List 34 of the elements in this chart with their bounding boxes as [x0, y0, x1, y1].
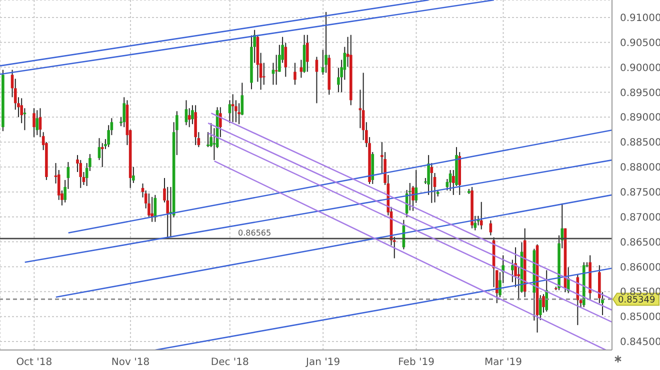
candlestick [538, 294, 542, 321]
x-tick-label: Oct '18 [16, 357, 52, 368]
ref-line-label: 0.86565 [238, 228, 272, 238]
candlestick [412, 185, 414, 212]
candlestick [188, 108, 191, 128]
candlestick [315, 56, 318, 104]
x-tick-label: Jan '19 [305, 357, 340, 368]
candlestick [231, 94, 234, 123]
candlestick [517, 266, 520, 301]
candlestick [306, 34, 309, 72]
candlestick [545, 270, 548, 312]
candlestick [32, 108, 36, 138]
candlestick [511, 259, 514, 283]
candlestick [206, 132, 210, 148]
x-tick-label: Nov '18 [111, 357, 150, 368]
ref-line-label: 0.85349 [618, 296, 656, 306]
candlestick [430, 162, 434, 204]
x-tick-label: Dec '18 [210, 357, 249, 368]
candlestick [480, 201, 483, 230]
candlestick [294, 62, 296, 86]
x-tick-label: Feb '19 [398, 357, 434, 368]
candlestick [448, 170, 452, 192]
candlestick [274, 54, 278, 86]
candlestick [262, 62, 266, 86]
candlestick [452, 170, 455, 196]
candlestick [414, 170, 418, 204]
candlestick [300, 59, 303, 78]
candlestick [219, 106, 222, 138]
candlestick [238, 102, 240, 125]
candlestick [100, 142, 104, 168]
candlestick [36, 110, 39, 136]
candlestick [184, 100, 188, 126]
x-tick-label: Mar '19 [484, 357, 522, 368]
candlestick [489, 220, 492, 236]
